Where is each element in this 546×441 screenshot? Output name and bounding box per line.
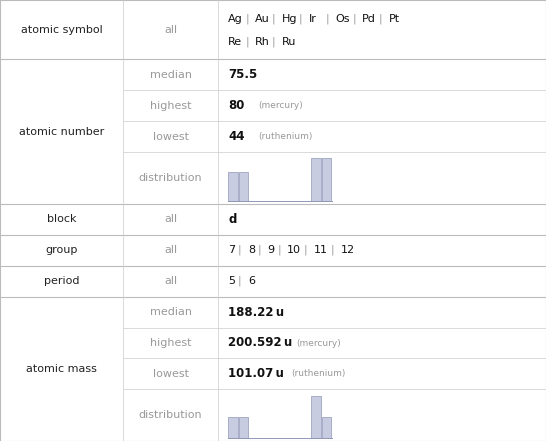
Text: 101.07 u: 101.07 u <box>228 367 284 381</box>
Text: Os: Os <box>335 14 350 24</box>
Text: highest: highest <box>150 101 192 111</box>
Bar <box>228 172 238 201</box>
Text: |: | <box>272 14 276 24</box>
Text: Ru: Ru <box>282 37 296 46</box>
Text: lowest: lowest <box>153 132 188 142</box>
Text: Hg: Hg <box>282 14 297 24</box>
Text: |: | <box>352 14 356 24</box>
Text: all: all <box>164 245 177 255</box>
Text: Au: Au <box>255 14 270 24</box>
Text: all: all <box>164 276 177 286</box>
Text: distribution: distribution <box>139 173 203 183</box>
Text: 12: 12 <box>341 245 355 255</box>
Text: 200.592 u: 200.592 u <box>228 336 293 350</box>
Text: Re: Re <box>228 37 242 46</box>
Bar <box>239 172 248 201</box>
Text: all: all <box>164 25 177 35</box>
Text: |: | <box>331 245 335 255</box>
Bar <box>311 396 321 438</box>
Text: median: median <box>150 307 192 317</box>
Text: 10: 10 <box>287 245 301 255</box>
Text: 8: 8 <box>248 245 255 255</box>
Text: |: | <box>325 14 329 24</box>
Text: |: | <box>272 36 276 47</box>
Text: (mercury): (mercury) <box>258 101 303 110</box>
Text: |: | <box>245 14 249 24</box>
Text: 75.5: 75.5 <box>228 68 258 81</box>
Text: Rh: Rh <box>255 37 270 46</box>
Bar <box>311 158 321 201</box>
Text: 11: 11 <box>314 245 328 255</box>
Bar <box>228 417 238 438</box>
Text: all: all <box>164 214 177 224</box>
Text: Pd: Pd <box>362 14 376 24</box>
Text: median: median <box>150 70 192 80</box>
Text: 7: 7 <box>228 245 235 255</box>
Text: (ruthenium): (ruthenium) <box>258 132 313 141</box>
Text: atomic number: atomic number <box>19 127 104 137</box>
Text: Ir: Ir <box>308 14 316 24</box>
Text: distribution: distribution <box>139 410 203 420</box>
Text: 44: 44 <box>228 130 245 143</box>
Text: highest: highest <box>150 338 192 348</box>
Text: |: | <box>238 245 242 255</box>
Text: 80: 80 <box>228 99 245 112</box>
Text: |: | <box>245 36 249 47</box>
Text: 6: 6 <box>248 276 255 286</box>
Text: |: | <box>238 276 242 286</box>
Bar <box>239 417 248 438</box>
Text: d: d <box>228 213 236 226</box>
Text: 5: 5 <box>228 276 235 286</box>
Text: |: | <box>258 245 262 255</box>
Text: atomic symbol: atomic symbol <box>21 25 102 35</box>
Text: Ag: Ag <box>228 14 243 24</box>
Text: 188.22 u: 188.22 u <box>228 306 284 318</box>
Text: |: | <box>299 14 302 24</box>
Text: (ruthenium): (ruthenium) <box>291 370 346 378</box>
Text: block: block <box>46 214 76 224</box>
Bar <box>322 417 331 438</box>
Text: group: group <box>45 245 78 255</box>
Text: lowest: lowest <box>153 369 188 379</box>
Text: |: | <box>304 245 308 255</box>
Bar <box>322 158 331 201</box>
Text: Pt: Pt <box>389 14 400 24</box>
Text: period: period <box>44 276 79 286</box>
Text: (mercury): (mercury) <box>296 339 341 348</box>
Text: atomic mass: atomic mass <box>26 364 97 374</box>
Text: 9: 9 <box>268 245 275 255</box>
Text: |: | <box>277 245 281 255</box>
Text: |: | <box>379 14 383 24</box>
